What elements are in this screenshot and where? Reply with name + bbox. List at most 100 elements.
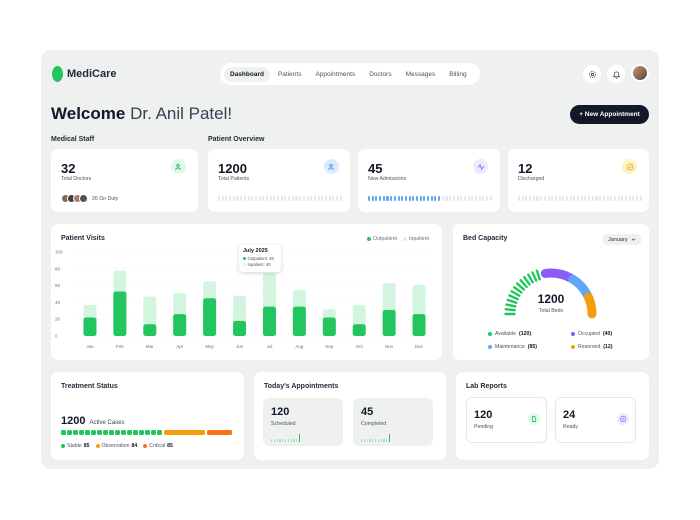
progress-dot <box>606 196 609 201</box>
scheduled-box[interactable]: 120 Scheduled <box>263 398 343 446</box>
inpatient-swatch <box>403 237 407 241</box>
month-select-value: January <box>608 236 628 243</box>
progress-dot <box>393 196 396 201</box>
scheduled-sparkline <box>271 434 301 442</box>
progress-dot <box>602 196 605 201</box>
available-tick <box>510 290 521 297</box>
progress-dot <box>639 196 642 201</box>
progress-dot <box>240 196 243 201</box>
progress-dot <box>280 196 283 201</box>
discharged-icon <box>622 159 637 174</box>
outpatient-swatch <box>367 237 371 241</box>
legend-occupied: Occupied (40) <box>571 331 612 337</box>
x-tick-label: May <box>205 344 214 349</box>
active-cases-label: Active Cases <box>89 420 125 426</box>
nav-dashboard[interactable]: Dashboard <box>224 66 270 82</box>
progress-dot <box>251 196 254 201</box>
progress-dot <box>547 196 550 201</box>
stable-value: 85 <box>83 443 90 449</box>
pending-box[interactable]: 120 Pending <box>466 397 547 443</box>
progress-dot <box>467 196 470 201</box>
discharged-value: 12 <box>518 161 533 176</box>
progress-dot <box>580 196 583 201</box>
user-avatar[interactable] <box>631 64 649 82</box>
progress-dot <box>247 196 250 201</box>
progress-dot <box>221 196 224 201</box>
progress-dot <box>621 196 624 201</box>
progress-dot <box>295 196 298 201</box>
progress-dot <box>636 196 639 201</box>
total-patients-label: Total Patients <box>218 176 250 182</box>
progress-dot <box>463 196 466 201</box>
occupied-arc <box>540 268 575 283</box>
maintenance-value: (85) <box>527 344 537 350</box>
medical-staff-card[interactable]: 32 Total Doctors 26 On Duty <box>51 149 198 212</box>
y-tick-label: 80 <box>55 266 61 271</box>
progress-dot <box>628 196 631 201</box>
progress-dot <box>310 196 313 201</box>
doctors-icon <box>171 159 186 174</box>
progress-dot <box>236 196 239 201</box>
progress-dot <box>613 196 616 201</box>
progress-dot <box>456 196 459 201</box>
progress-dot <box>336 196 339 201</box>
nav-messages[interactable]: Messages <box>405 70 436 78</box>
total-patients-card[interactable]: 1200 Total Patients <box>208 149 350 212</box>
ready-box[interactable]: 24 Ready <box>555 397 636 443</box>
nav-doctors[interactable]: Doctors <box>369 70 392 78</box>
nav-appointments[interactable]: Appointments <box>315 70 356 78</box>
x-tick-label: Aug <box>295 344 304 349</box>
nav-patients[interactable]: Patients <box>277 70 302 78</box>
new-admissions-card[interactable]: 45 New Admissions <box>358 149 500 212</box>
notifications-button[interactable] <box>607 65 625 83</box>
chart-tooltip: July 2025 Outpatient: 35 Inpatient: 40 <box>239 245 281 272</box>
treatment-legend: Stable 85 Observation 84 Critical 85 <box>61 443 173 449</box>
legend-stable: Stable 85 <box>61 443 90 449</box>
discharged-card[interactable]: 12 Discharged <box>508 149 649 212</box>
progress-dot <box>554 196 557 201</box>
discharged-progress <box>518 196 642 201</box>
file-icon <box>528 413 540 425</box>
x-tick-label: Sep <box>325 344 334 349</box>
ready-value: 24 <box>563 409 576 421</box>
outpatient-bar <box>292 306 306 336</box>
progress-dot <box>518 196 521 201</box>
available-value: (120) <box>518 331 532 337</box>
available-tick <box>506 298 518 304</box>
month-select[interactable]: January <box>603 234 641 245</box>
reserved-label: Reserved <box>578 344 601 350</box>
completed-label: Completed <box>361 421 387 427</box>
patient-visits-title: Patient Visits <box>61 235 105 242</box>
observation-segment <box>164 430 205 435</box>
pending-value: 120 <box>474 409 493 421</box>
progress-dot <box>375 196 378 201</box>
progress-dot <box>573 196 576 201</box>
x-tick-label: Nov <box>385 344 394 349</box>
progress-dot <box>408 196 411 201</box>
users-icon <box>174 163 181 170</box>
new-appointment-button[interactable]: + New Appointment <box>570 105 649 124</box>
progress-dot <box>299 196 302 201</box>
logo-leaf-icon <box>52 66 63 82</box>
progress-dot <box>474 196 478 201</box>
available-tick <box>535 269 541 281</box>
nav-billing[interactable]: Billing <box>449 70 467 78</box>
progress-dot <box>313 196 316 201</box>
legend-inpatient[interactable]: Inpatient <box>403 236 429 242</box>
lab-reports-title: Lab Reports <box>466 383 507 390</box>
scheduled-value: 120 <box>271 406 290 418</box>
completed-box[interactable]: 45 Completed <box>353 398 433 446</box>
y-tick-label: 60 <box>55 283 61 288</box>
progress-dot <box>277 196 280 201</box>
occupied-value: (40) <box>602 331 613 337</box>
available-tick <box>515 282 526 291</box>
settings-button[interactable] <box>583 65 601 83</box>
logo[interactable]: MediCare <box>52 66 117 82</box>
outpatient-bar <box>382 309 396 336</box>
legend-outpatient[interactable]: Outpatient <box>367 236 397 242</box>
progress-dot <box>324 196 328 201</box>
y-tick-label: 0 <box>55 334 58 339</box>
progress-dot <box>521 196 524 201</box>
appointments-title: Today's Appointments <box>264 383 339 390</box>
progress-dot <box>427 196 430 201</box>
